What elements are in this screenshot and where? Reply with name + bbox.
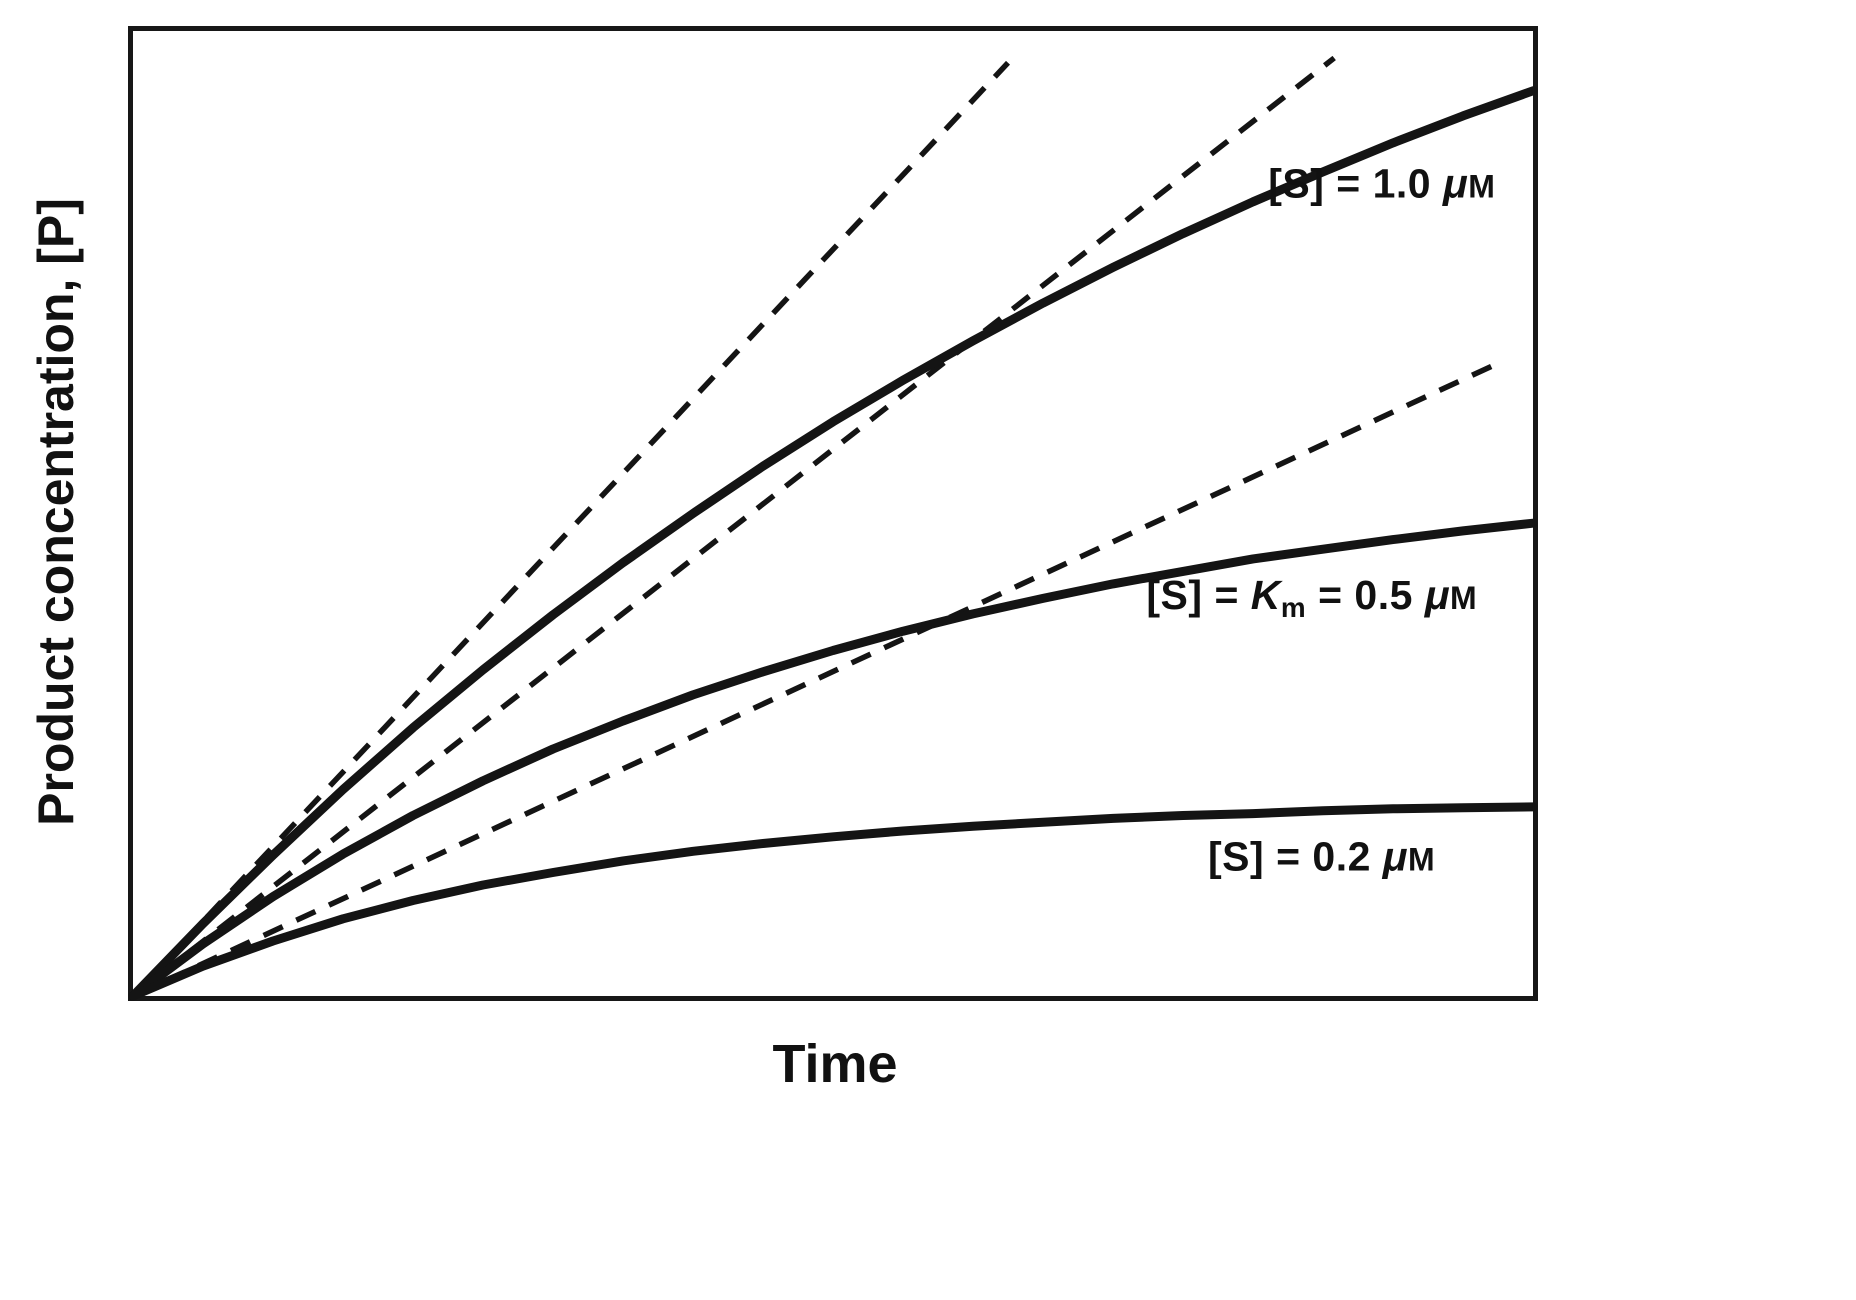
label-segment: m <box>1280 592 1307 624</box>
label-S-1.0uM: [S] = 1.0 μM <box>1268 161 1495 208</box>
label-segment: [S] = 0.2 <box>1208 833 1383 880</box>
label-segment: M <box>1450 580 1478 617</box>
label-segment: K <box>1250 572 1281 619</box>
plot-canvas <box>128 55 1538 1001</box>
progress-curve-S-0.2uM <box>128 802 1538 1001</box>
progress-curve-S-0.5uM <box>128 518 1538 1001</box>
label-S-0.2uM: [S] = 0.2 μM <box>1208 834 1435 881</box>
x-axis-label: Time <box>772 1034 898 1094</box>
progress-curve-S-1.0uM <box>128 86 1538 1001</box>
initial-rate-tangent-S-0.5uM <box>131 55 1336 999</box>
label-segment: [S] = 1.0 <box>1268 160 1443 207</box>
label-S-0.5uM: [S] = Km = 0.5 μM <box>1146 573 1477 625</box>
label-segment: M <box>1468 168 1496 205</box>
curve-labels: [S] = 1.0 μM [S] = Km = 0.5 μM [S] = 0.2 μ… <box>133 31 1533 996</box>
label-segment: μ <box>1442 160 1469 207</box>
label-segment: [S] = <box>1146 572 1251 619</box>
label-segment: = 0.5 <box>1306 572 1425 619</box>
plot-area: [S] = 1.0 μM [S] = Km = 0.5 μM [S] = 0.2 μ… <box>128 26 1538 1001</box>
label-segment: M <box>1408 841 1436 878</box>
y-axis-label: Product concentration, [P] <box>28 198 84 826</box>
label-segment: μ <box>1382 833 1409 880</box>
label-segment: μ <box>1424 572 1451 619</box>
